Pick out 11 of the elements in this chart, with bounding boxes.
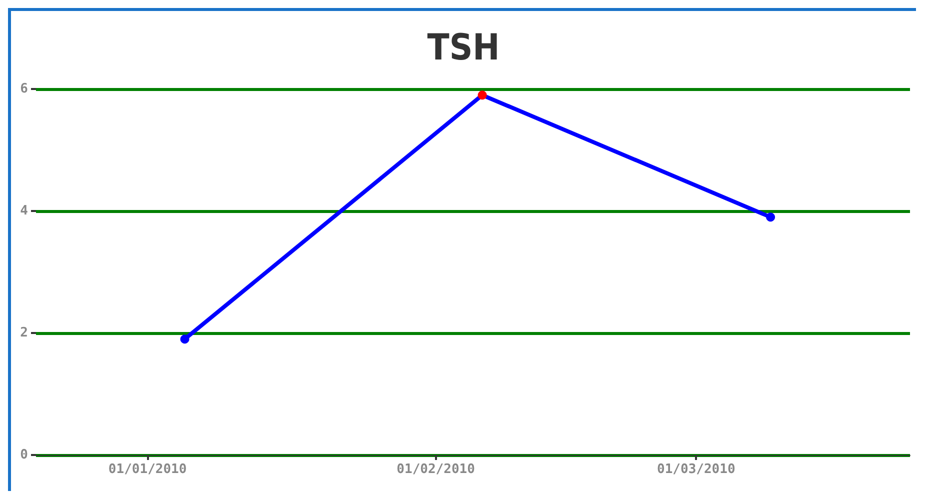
y-tick-label: 6 <box>20 82 28 96</box>
chart-title: TSH <box>427 28 500 68</box>
x-tick-label: 01/01/2010 <box>108 462 187 477</box>
x-tick-label: 01/02/2010 <box>396 462 476 477</box>
point <box>766 212 776 222</box>
y-tick-label: 4 <box>20 204 28 218</box>
y-tick-label: 0 <box>20 448 28 462</box>
point <box>478 90 487 100</box>
point <box>180 334 190 344</box>
y-tick-label: 2 <box>20 326 28 340</box>
x-tick-label: 01/03/2010 <box>657 462 736 477</box>
